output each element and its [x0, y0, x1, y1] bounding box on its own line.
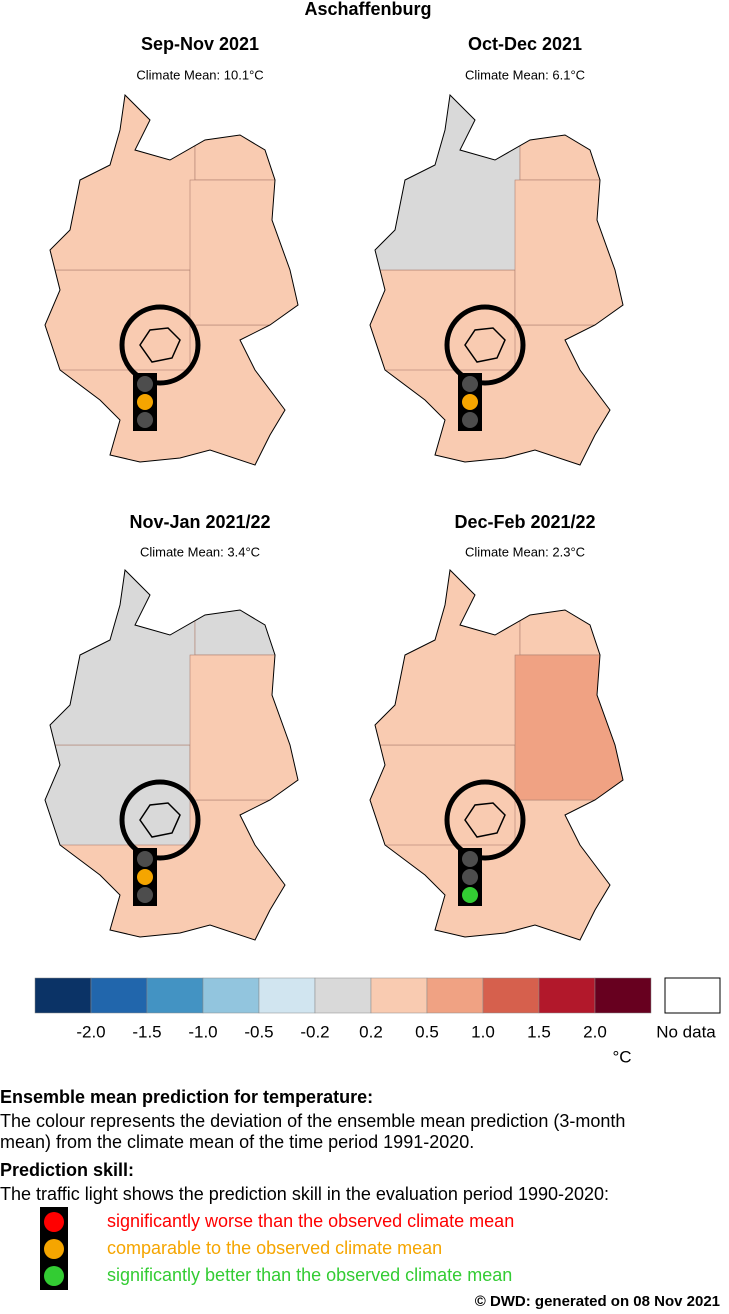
border — [369, 568, 624, 941]
colorbar-cell — [258, 977, 316, 1014]
colorbar-label: 2.0 — [583, 1022, 607, 1041]
region — [519, 95, 623, 181]
lamp — [137, 851, 153, 867]
location-outline — [139, 802, 181, 838]
lamp — [462, 887, 478, 903]
colorbar-cell — [314, 977, 372, 1014]
colorbar-cell — [594, 977, 652, 1014]
map-regions — [370, 95, 623, 465]
lamp — [462, 851, 478, 867]
colorbar-label: -1.0 — [188, 1022, 217, 1041]
legend-item: significantly better than the observed c… — [107, 1265, 512, 1285]
colorbar-label: -0.2 — [300, 1022, 329, 1041]
region — [519, 570, 623, 656]
colorbar-cell — [370, 977, 428, 1014]
colorbar-label: 1.0 — [471, 1022, 495, 1041]
lamp — [137, 376, 153, 392]
colorbar-cell — [538, 977, 596, 1014]
panel-title: Sep-Nov 2021 — [141, 34, 259, 54]
panel-title: Dec-Feb 2021/22 — [454, 512, 595, 532]
colorbar-cell — [426, 977, 484, 1014]
map-regions — [370, 570, 623, 940]
legend-lamp — [44, 1212, 64, 1232]
lamp — [462, 869, 478, 885]
location-marker — [444, 779, 526, 861]
climate-mean: Climate Mean: 2.3°C — [465, 544, 585, 559]
border — [44, 568, 299, 941]
location-outline — [139, 327, 181, 363]
legend-heading: Prediction skill: — [0, 1160, 134, 1180]
legend-text: mean) from the climate mean of the time … — [0, 1132, 474, 1152]
lamp — [137, 412, 153, 428]
region — [45, 744, 191, 846]
colorbar-label: 0.5 — [415, 1022, 439, 1041]
legend-item: significantly worse than the observed cl… — [107, 1211, 514, 1231]
climate-mean: Climate Mean: 10.1°C — [136, 67, 263, 82]
colorbar-unit: °C — [612, 1047, 631, 1066]
lamp — [462, 412, 478, 428]
lamp — [462, 394, 478, 410]
region — [45, 95, 196, 271]
legend-text: The colour represents the deviation of t… — [0, 1111, 625, 1131]
no-data-label: No data — [656, 1022, 716, 1041]
location-marker — [119, 779, 201, 861]
colorbar-label: -1.5 — [132, 1022, 161, 1041]
colorbar-label: 0.2 — [359, 1022, 383, 1041]
map-regions — [45, 95, 298, 465]
region — [370, 570, 521, 746]
location-marker — [444, 304, 526, 386]
lamp — [137, 887, 153, 903]
region — [45, 570, 196, 746]
no-data-box — [664, 977, 721, 1014]
lamp — [137, 869, 153, 885]
legend-text: The traffic light shows the prediction s… — [0, 1184, 609, 1204]
legend-lamp — [44, 1266, 64, 1286]
colorbar-cell — [202, 977, 260, 1014]
legend-heading: Ensemble mean prediction for temperature… — [0, 1087, 373, 1107]
title: Aschaffenburg — [304, 0, 431, 19]
region — [45, 269, 191, 371]
map — [369, 93, 624, 466]
map — [369, 568, 624, 941]
colorbar-label: -2.0 — [76, 1022, 105, 1041]
climate-mean: Climate Mean: 6.1°C — [465, 67, 585, 82]
region — [370, 744, 516, 846]
border — [44, 93, 299, 466]
legend-lamp — [44, 1239, 64, 1259]
colorbar-cell — [146, 977, 204, 1014]
footer: © DWD: generated on 08 Nov 2021 — [475, 1293, 720, 1310]
region — [370, 269, 516, 371]
panel-title: Nov-Jan 2021/22 — [129, 512, 270, 532]
colorbar-cell — [34, 977, 92, 1014]
region — [194, 95, 298, 181]
colorbar-label: 1.5 — [527, 1022, 551, 1041]
colorbar-cell — [482, 977, 540, 1014]
map — [44, 93, 299, 466]
lamp — [462, 376, 478, 392]
location-outline — [464, 327, 506, 363]
location-marker — [119, 304, 201, 386]
map — [44, 568, 299, 941]
map-regions — [45, 570, 298, 940]
border — [369, 93, 624, 466]
lamp — [137, 394, 153, 410]
location-outline — [464, 802, 506, 838]
region — [194, 570, 298, 656]
legend-item: comparable to the observed climate mean — [107, 1238, 442, 1258]
panel-title: Oct-Dec 2021 — [468, 34, 582, 54]
climate-mean: Climate Mean: 3.4°C — [140, 544, 260, 559]
region — [370, 95, 521, 271]
colorbar-cell — [90, 977, 148, 1014]
colorbar-label: -0.5 — [244, 1022, 273, 1041]
